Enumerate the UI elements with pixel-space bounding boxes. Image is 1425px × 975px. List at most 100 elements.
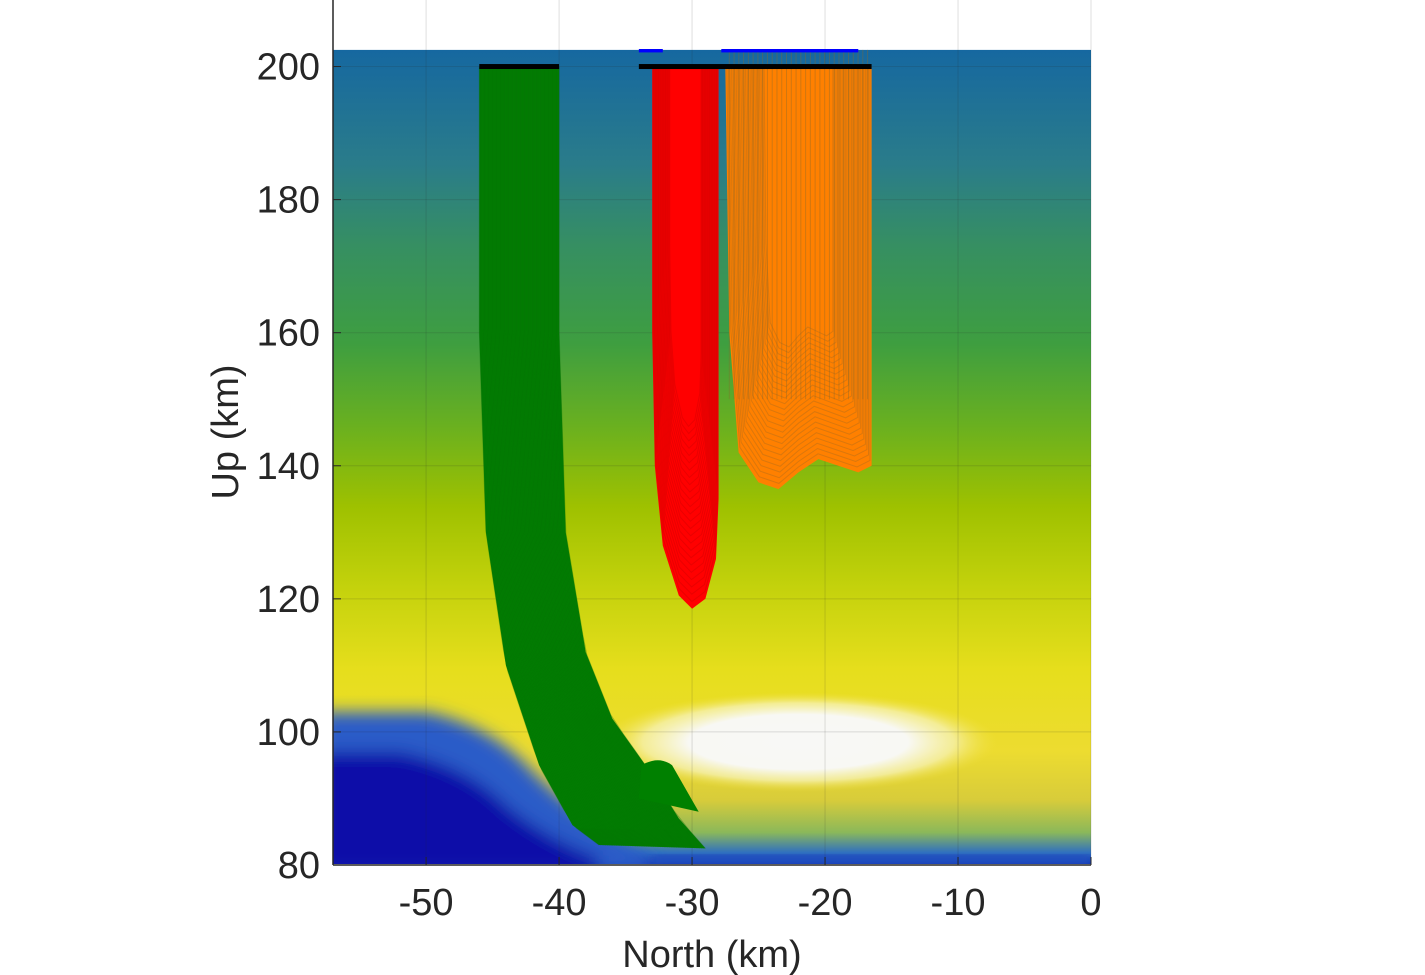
trajectory-line xyxy=(532,66,671,848)
trajectory-line xyxy=(726,66,871,484)
trajectory-line xyxy=(557,66,704,849)
trajectory-line xyxy=(482,66,605,846)
trajectory-line xyxy=(522,66,658,848)
trajectory-line xyxy=(754,66,843,382)
trajectory-line xyxy=(749,66,848,399)
trajectory-line xyxy=(668,66,703,435)
x-tick-label: 0 xyxy=(1080,882,1101,924)
series-envelope xyxy=(652,66,719,609)
trajectory-line xyxy=(508,66,639,847)
trajectory-line xyxy=(663,66,708,486)
trajectory-line xyxy=(538,66,680,848)
trajectory-line xyxy=(517,66,651,847)
trajectory-line xyxy=(520,66,655,848)
trajectory-line xyxy=(667,66,703,442)
trajectory-line xyxy=(653,66,717,588)
trajectory-line xyxy=(494,66,621,847)
trajectory-line xyxy=(761,66,835,354)
trajectory-line xyxy=(729,66,868,473)
trajectory-line xyxy=(512,66,644,847)
trajectory-line xyxy=(502,66,632,847)
trajectory-line xyxy=(518,66,653,848)
trajectory-line xyxy=(735,66,862,450)
trajectory-line xyxy=(514,66,648,847)
trajectory-line xyxy=(549,66,694,849)
trajectories xyxy=(478,49,872,849)
trajectory-line xyxy=(758,66,838,365)
trajectory-line xyxy=(731,66,866,467)
trajectory-line xyxy=(496,66,623,847)
trajectory-line xyxy=(741,66,856,428)
series-1 xyxy=(652,66,719,609)
trajectory-line xyxy=(760,66,837,359)
trajectory-line xyxy=(500,66,628,847)
trajectory-line xyxy=(490,66,616,846)
trajectory-line xyxy=(659,66,712,530)
x-tick-label: -50 xyxy=(399,882,454,924)
axes xyxy=(332,0,1092,866)
trajectory-line xyxy=(743,66,854,422)
trajectory-line xyxy=(555,66,703,849)
trajectory-line xyxy=(658,66,713,537)
trajectory-line xyxy=(738,66,859,439)
trajectory-line xyxy=(744,66,852,416)
trajectory-line xyxy=(540,66,681,848)
trajectory-line xyxy=(547,66,692,849)
trajectory-line xyxy=(526,66,664,848)
series-0 xyxy=(478,66,706,849)
trajectory-line xyxy=(485,66,609,846)
trajectory-line xyxy=(551,66,697,849)
start-marker-1 xyxy=(638,64,872,70)
start-marker-0 xyxy=(479,64,560,70)
trajectory-line xyxy=(553,66,699,849)
trajectory-line xyxy=(652,66,719,603)
x-tick-label: -30 xyxy=(665,882,720,924)
trajectory-line xyxy=(667,66,704,449)
trajectory-line xyxy=(558,66,706,849)
y-tick-label: 200 xyxy=(257,47,320,89)
trajectory-line xyxy=(755,66,842,376)
trajectory-line xyxy=(748,66,849,405)
trajectory-line xyxy=(525,66,662,848)
y-tick-label: 180 xyxy=(257,180,320,222)
trajectory-line xyxy=(757,66,840,371)
trajectory-line xyxy=(751,66,846,393)
trajectory-line xyxy=(664,66,707,479)
trajectory-line xyxy=(545,66,688,849)
low-band xyxy=(652,855,1091,864)
series-2 xyxy=(725,49,872,490)
trajectory-line xyxy=(534,66,674,848)
trajectory-line xyxy=(501,66,630,847)
trajectory-line xyxy=(528,66,665,848)
trajectory-line xyxy=(550,66,696,849)
trajectory-line xyxy=(530,66,669,848)
start-marker-3 xyxy=(721,49,859,53)
trajectory-line xyxy=(505,66,635,847)
trajectory-line xyxy=(513,66,646,847)
trajectory-line xyxy=(665,66,706,471)
y-tick-label: 100 xyxy=(257,712,320,754)
trajectory-line xyxy=(481,66,603,846)
trajectory-line xyxy=(510,66,642,847)
trajectory-line xyxy=(541,66,683,848)
trajectory-line xyxy=(737,66,860,445)
trajectory-line xyxy=(660,66,710,515)
low-region xyxy=(333,711,653,864)
y-tick-label: 120 xyxy=(257,579,320,621)
trajectory-line xyxy=(665,66,706,464)
trajectory-line xyxy=(504,66,634,847)
x-tick-label: -20 xyxy=(798,882,853,924)
x-axis-label: North (km) xyxy=(622,934,801,975)
trajectory-line xyxy=(727,66,869,479)
trajectory-line xyxy=(489,66,614,846)
trajectory-line xyxy=(666,66,705,457)
trajectory-line xyxy=(509,66,641,847)
trajectory-line xyxy=(506,66,637,847)
trajectory-line xyxy=(746,66,851,410)
trajectory-line xyxy=(524,66,660,848)
trajectory-line xyxy=(497,66,625,847)
tick-labels: -50 -40 -30 -20 -10 0 80 100 120 140 160 180 200 xyxy=(257,47,1102,924)
trajectory-line xyxy=(493,66,619,846)
series-envelope xyxy=(725,66,872,490)
